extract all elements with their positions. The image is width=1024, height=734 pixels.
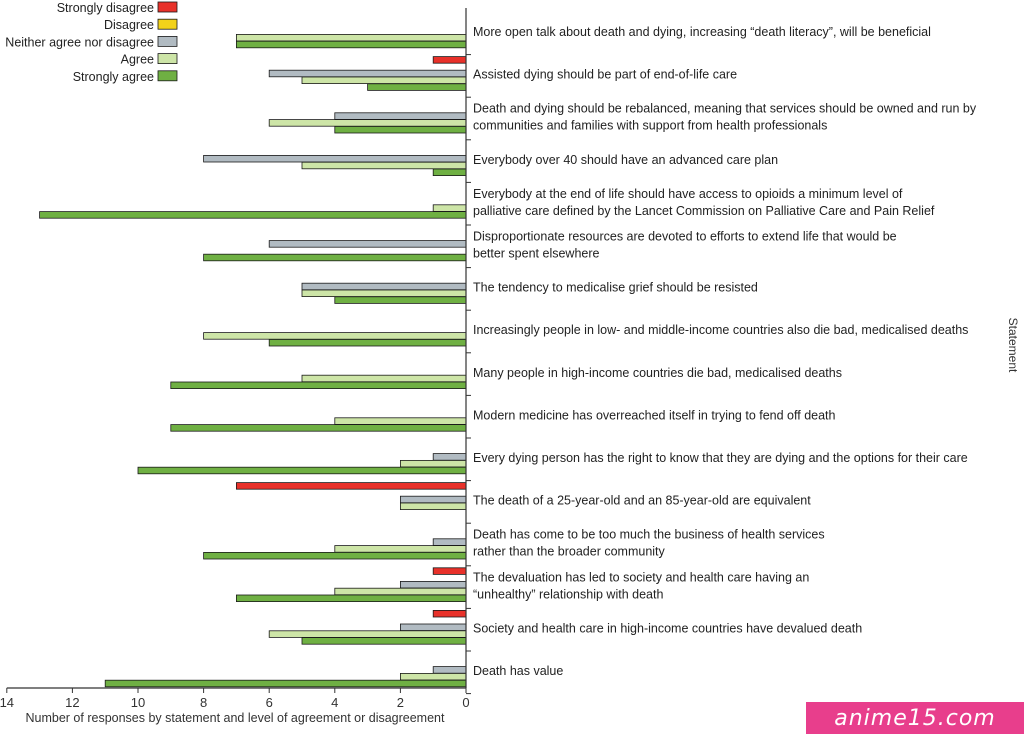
category-label: More open talk about death and dying, in… xyxy=(473,25,931,39)
bar-agree-10 xyxy=(334,417,467,425)
bar-strongly-agree-15 xyxy=(301,637,467,645)
category-label: palliative care defined by the Lancet Co… xyxy=(473,204,935,218)
x-tick-label: 14 xyxy=(0,695,14,710)
bar-neither-agree-nor-disagree-11 xyxy=(432,453,467,461)
bar-strongly-agree-8 xyxy=(268,338,467,347)
bar-strongly-disagree-12 xyxy=(235,482,467,490)
bar-strongly-agree-11 xyxy=(137,466,467,475)
category-label: Assisted dying should be part of end-of-… xyxy=(473,68,737,82)
bar-agree-3 xyxy=(268,119,467,127)
category-label: communities and families with support fr… xyxy=(473,119,827,133)
category-label-layer: More open talk about death and dying, in… xyxy=(473,25,977,678)
x-tick-label: 8 xyxy=(200,695,207,710)
watermark-banner: anime15.com xyxy=(806,702,1024,734)
bar-neither-agree-nor-disagree-2 xyxy=(268,69,467,78)
bar-agree-13 xyxy=(334,545,467,553)
x-tick-label: 2 xyxy=(397,695,404,710)
category-label: Disproportionate resources are devoted t… xyxy=(473,230,897,244)
category-label: The devaluation has led to society and h… xyxy=(473,570,809,584)
bar-agree-4 xyxy=(301,161,467,170)
bar-strongly-disagree-14 xyxy=(432,567,467,575)
bar-strongly-disagree-2 xyxy=(432,56,467,64)
bar-agree-5 xyxy=(432,204,467,212)
bar-agree-1 xyxy=(235,34,467,42)
legend-label: Neither agree nor disagree xyxy=(5,35,154,49)
bar-strongly-disagree-15 xyxy=(432,610,467,618)
x-tick-label: 12 xyxy=(65,695,79,710)
category-label: Many people in high-income countries die… xyxy=(473,366,842,380)
bar-agree-9 xyxy=(301,374,467,383)
bar-neither-agree-nor-disagree-6 xyxy=(268,240,467,248)
bar-strongly-agree-6 xyxy=(203,253,467,262)
bar-strongly-agree-1 xyxy=(235,40,467,49)
legend-label: Strongly disagree xyxy=(57,1,154,15)
bar-strongly-agree-13 xyxy=(203,552,467,560)
legend-swatch-disagree xyxy=(157,18,178,30)
bar-strongly-agree-3 xyxy=(334,126,467,134)
category-label: Every dying person has the right to know… xyxy=(473,451,968,465)
bar-agree-11 xyxy=(399,459,467,468)
legend-swatch-strongly-agree xyxy=(157,70,178,82)
legend: Strongly disagree Disagree Neither agree n… xyxy=(5,1,178,84)
bar-neither-agree-nor-disagree-12 xyxy=(399,495,467,504)
category-label: “unhealthy” relationship with death xyxy=(473,587,663,601)
legend-swatch-neither-agree-nor-disagree xyxy=(157,36,178,47)
y-axis-title: Statement xyxy=(1006,318,1020,373)
bar-agree-2 xyxy=(301,76,467,84)
bar-neither-agree-nor-disagree-13 xyxy=(432,538,467,546)
bar-strongly-agree-4 xyxy=(432,168,467,176)
category-label: rather than the broader community xyxy=(473,545,666,559)
category-label: Death has come to be too much the busine… xyxy=(473,528,825,542)
category-label: Death and dying should be rebalanced, me… xyxy=(473,102,977,116)
category-label: Everybody at the end of life should have… xyxy=(473,187,903,201)
bar-strongly-agree-2 xyxy=(367,83,467,91)
watermark-text: anime15.com xyxy=(834,705,996,731)
bar-strongly-agree-5 xyxy=(39,211,467,219)
bar-neither-agree-nor-disagree-3 xyxy=(334,112,467,120)
bar-strongly-agree-10 xyxy=(170,424,467,432)
bar-layer xyxy=(39,34,467,688)
x-tick-label: 0 xyxy=(462,695,469,710)
category-label: The tendency to medicalise grief should … xyxy=(473,281,758,295)
legend-label: Agree xyxy=(121,53,154,67)
bar-strongly-agree-9 xyxy=(170,381,467,389)
legend-swatch-agree xyxy=(157,53,178,64)
category-label: Everybody over 40 should have an advance… xyxy=(473,153,778,167)
bar-neither-agree-nor-disagree-4 xyxy=(203,154,467,163)
category-label: The death of a 25-year-old and an 85-yea… xyxy=(473,494,811,508)
bar-strongly-agree-14 xyxy=(235,594,467,602)
category-label: Modern medicine has overreached itself i… xyxy=(473,408,836,422)
category-label: Society and health care in high-income c… xyxy=(473,621,862,635)
bar-neither-agree-nor-disagree-14 xyxy=(399,581,467,589)
x-tick-label: 4 xyxy=(331,695,338,710)
legend-label: Disagree xyxy=(104,18,154,32)
bar-strongly-agree-7 xyxy=(334,296,467,304)
bar-neither-agree-nor-disagree-7 xyxy=(301,282,467,291)
category-label: Increasingly people in low- and middle-i… xyxy=(473,323,968,337)
category-label: better spent elsewhere xyxy=(473,247,600,261)
bar-agree-8 xyxy=(203,332,467,340)
bar-agree-15 xyxy=(268,630,467,638)
bar-agree-7 xyxy=(301,289,467,297)
bar-agree-16 xyxy=(399,673,467,681)
x-tick-label: 10 xyxy=(131,695,145,710)
bar-neither-agree-nor-disagree-15 xyxy=(399,623,467,631)
bar-neither-agree-nor-disagree-16 xyxy=(432,666,467,674)
bar-agree-12 xyxy=(399,502,467,510)
bar-strongly-agree-16 xyxy=(104,679,467,688)
category-label: Death has value xyxy=(473,664,563,678)
legend-label: Strongly agree xyxy=(73,70,154,84)
x-tick-label: 6 xyxy=(266,695,273,710)
x-axis-title: Number of responses by statement and lev… xyxy=(26,711,446,725)
bar-agree-14 xyxy=(334,587,467,596)
axes-layer: 0 2 4 6 8 10 12 14 xyxy=(0,8,471,710)
legend-swatch-strongly-disagree xyxy=(157,1,178,13)
